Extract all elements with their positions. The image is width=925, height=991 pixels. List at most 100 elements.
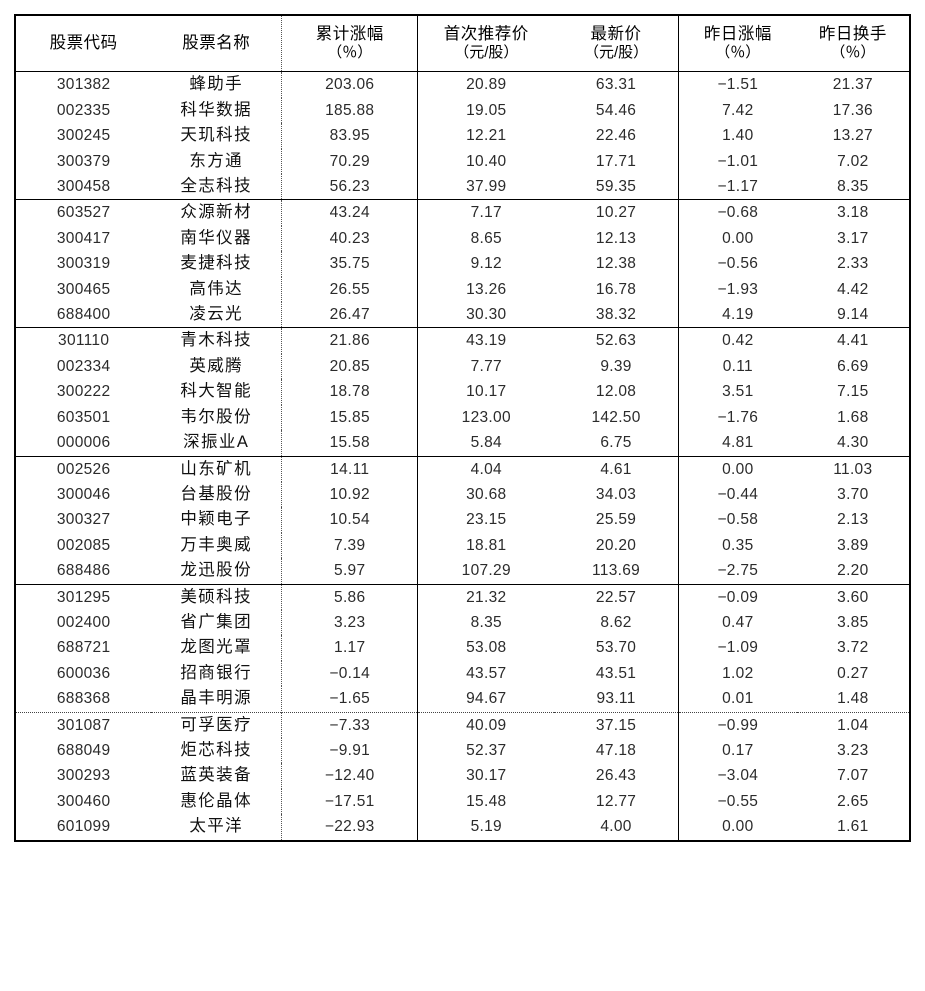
cell-first-rec: 30.30 [466, 306, 507, 324]
table-row[interactable]: 002334 英威腾 20.85 7.77 9.39 0.11 6.69 [15, 353, 910, 380]
cell-name: 韦尔股份 [151, 404, 283, 431]
cell-first-rec: 21.32 [417, 583, 555, 610]
table-row[interactable]: 002085 万丰奥威 7.39 18.81 20.20 0.35 3.89 [15, 532, 910, 559]
cell-code: 301382 [56, 76, 111, 94]
table-row[interactable]: 300327 中颖电子 10.54 23.15 25.59 −0.58 2.13 [15, 507, 910, 533]
cell-yday-turn: 2.65 [837, 792, 869, 810]
cell-name: 麦捷科技 [151, 251, 283, 277]
cell-name: 台基股份 [151, 481, 283, 508]
column-header-latest-price: 最新价 （元/股） [554, 15, 679, 73]
table-row[interactable]: 300379 东方通 70.29 10.40 17.71 −1.01 7.02 [15, 148, 910, 175]
table-row[interactable]: 603501 韦尔股份 15.85 123.00 142.50 −1.76 1.68 [15, 404, 910, 431]
table-row[interactable]: 002400 省广集团 3.23 8.35 8.62 0.47 3.85 [15, 609, 910, 636]
table-row[interactable]: 301110 青木科技 21.86 43.19 52.63 0.42 4.41 [15, 327, 910, 354]
table-row[interactable]: 300222 科大智能 18.78 10.17 12.08 3.51 7.15 [15, 379, 910, 405]
table-row[interactable]: 300417 南华仪器 40.23 8.65 12.13 0.00 3.17 [15, 225, 910, 252]
cell-cum-gain: 56.23 [281, 174, 419, 200]
cell-yday-turn: 3.85 [837, 613, 869, 631]
cell-first-rec: 9.12 [470, 255, 502, 273]
table-row[interactable]: 603527 众源新材 43.24 7.17 10.27 −0.68 3.18 [15, 199, 910, 226]
table-row[interactable]: 688049 炬芯科技 −9.91 52.37 47.18 0.17 3.23 [15, 737, 910, 764]
table-row[interactable]: 300460 惠伦晶体 −17.51 15.48 12.77 −0.55 2.65 [15, 788, 910, 815]
cell-first-rec: 19.05 [466, 101, 507, 119]
cell-code: 300046 [56, 485, 111, 503]
table-row[interactable]: 301295 美硕科技 5.86 21.32 22.57 −0.09 3.60 [15, 583, 910, 610]
table-row[interactable]: 601099 太平洋 −22.93 5.19 4.00 0.00 1.61 [15, 814, 910, 841]
column-header-latest-price-label: 最新价 [590, 25, 642, 43]
cell-yday-turn: 13.27 [832, 127, 873, 145]
column-header-first-recommend-price-label: 首次推荐价 [443, 25, 529, 43]
cell-name: 龙图光罩 [151, 635, 283, 661]
cell-code: 300417 [56, 229, 111, 247]
cell-yday-turn: 4.30 [837, 434, 869, 452]
cell-yday-gain: −0.99 [678, 711, 797, 738]
cell-latest: 12.77 [554, 788, 679, 815]
cell-yday-gain: −1.09 [717, 639, 759, 657]
cell-cum-gain: −7.33 [281, 711, 419, 738]
table-row[interactable]: 301382 蜂助手 203.06 20.89 63.31 −1.51 21.37 [15, 71, 910, 98]
table-row[interactable]: 002335 科华数据 185.88 19.05 54.46 7.42 17.36 [15, 97, 910, 124]
cell-yday-gain: −1.76 [717, 408, 759, 426]
cell-name: 全志科技 [151, 174, 283, 200]
cell-name: 太平洋 [151, 814, 283, 841]
table-row[interactable]: 300245 天玑科技 83.95 12.21 22.46 1.40 13.27 [15, 123, 910, 149]
cell-code: 300293 [56, 767, 111, 785]
column-header-cumulative-gain: 累计涨幅 （％） [281, 15, 419, 73]
table-row[interactable]: 300293 蓝英装备 −12.40 30.17 26.43 −3.04 7.07 [15, 763, 910, 789]
cell-name: 龙迅股份 [151, 558, 283, 585]
cell-latest: 52.63 [554, 327, 679, 354]
table-row[interactable]: 688486 龙迅股份 5.97 107.29 113.69 −2.75 2.20 [15, 558, 910, 585]
cell-cum-gain: 26.47 [281, 302, 419, 328]
table-row[interactable]: 300458 全志科技 56.23 37.99 59.35 −1.17 8.35 [15, 174, 910, 200]
cell-name: 天玑科技 [151, 123, 283, 149]
cell-yday-turn: 3.60 [796, 583, 910, 610]
table-row[interactable]: 301087 可孚医疗 −7.33 40.09 37.15 −0.99 1.04 [15, 711, 910, 738]
cell-yday-turn: 7.07 [837, 767, 869, 785]
cell-name: 招商银行 [151, 660, 283, 687]
cell-yday-gain: 4.19 [722, 306, 754, 324]
table-row[interactable]: 688368 晶丰明源 −1.65 94.67 93.11 0.01 1.48 [15, 686, 910, 713]
cell-first-rec: 7.17 [417, 199, 555, 226]
cell-cum-gain: 70.29 [281, 148, 419, 175]
column-header-latest-price-unit: （元/股） [583, 44, 649, 62]
cell-name: 科大智能 [151, 379, 283, 405]
cell-name: 蓝英装备 [151, 763, 283, 789]
cell-name: 可孚医疗 [151, 711, 283, 738]
table-row[interactable]: 300465 高伟达 26.55 13.26 16.78 −1.93 4.42 [15, 276, 910, 303]
cell-code: 301295 [15, 583, 152, 610]
cell-yday-gain: −0.44 [717, 485, 759, 503]
cell-latest: 12.13 [554, 225, 679, 252]
cell-yday-turn: 21.37 [832, 76, 873, 94]
column-header-cumulative-gain-label: 累计涨幅 [315, 25, 384, 43]
cell-yday-turn: 4.41 [796, 327, 910, 354]
cell-first-rec: 94.67 [466, 690, 507, 708]
cell-latest: 17.71 [554, 148, 679, 175]
cell-name: 东方通 [151, 148, 283, 175]
cell-cum-gain: −17.51 [281, 788, 419, 815]
cell-name: 青木科技 [151, 327, 283, 354]
cell-code: 300465 [56, 280, 111, 298]
table-row[interactable]: 002526 山东矿机 14.11 4.04 4.61 0.00 11.03 [15, 455, 910, 482]
table-row[interactable]: 600036 招商银行 −0.14 43.57 43.51 1.02 0.27 [15, 660, 910, 687]
cell-cum-gain: 185.88 [281, 97, 419, 124]
table-row[interactable]: 688400 凌云光 26.47 30.30 38.32 4.19 9.14 [15, 302, 910, 328]
table-row[interactable]: 300046 台基股份 10.92 30.68 34.03 −0.44 3.70 [15, 481, 910, 508]
cell-name: 万丰奥威 [151, 532, 283, 559]
cell-first-rec: 4.04 [417, 455, 555, 482]
cell-first-rec: 30.17 [466, 767, 507, 785]
cell-code: 301110 [15, 327, 152, 354]
header-row: 股票代码 股票名称 累计涨幅 （％） 首次推荐价 （元/股） 最新价 （元/股） [15, 15, 910, 73]
table-row[interactable]: 300319 麦捷科技 35.75 9.12 12.38 −0.56 2.33 [15, 251, 910, 277]
table-row[interactable]: 688721 龙图光罩 1.17 53.08 53.70 −1.09 3.72 [15, 635, 910, 661]
cell-yday-gain: 0.11 [722, 357, 753, 375]
cell-cum-gain: 1.17 [281, 635, 419, 661]
cell-cum-gain: 5.97 [281, 558, 419, 585]
cell-first-rec: 123.00 [461, 408, 511, 426]
cell-code: 688400 [56, 306, 111, 324]
table-row[interactable]: 000006 深振业A 15.58 5.84 6.75 4.81 4.30 [15, 430, 910, 457]
cell-latest: 16.78 [554, 276, 679, 303]
cell-yday-gain: 4.81 [722, 434, 754, 452]
cell-latest: 93.11 [554, 686, 679, 713]
cell-code: 300458 [56, 178, 111, 196]
cell-yday-gain: −1.01 [717, 152, 759, 170]
